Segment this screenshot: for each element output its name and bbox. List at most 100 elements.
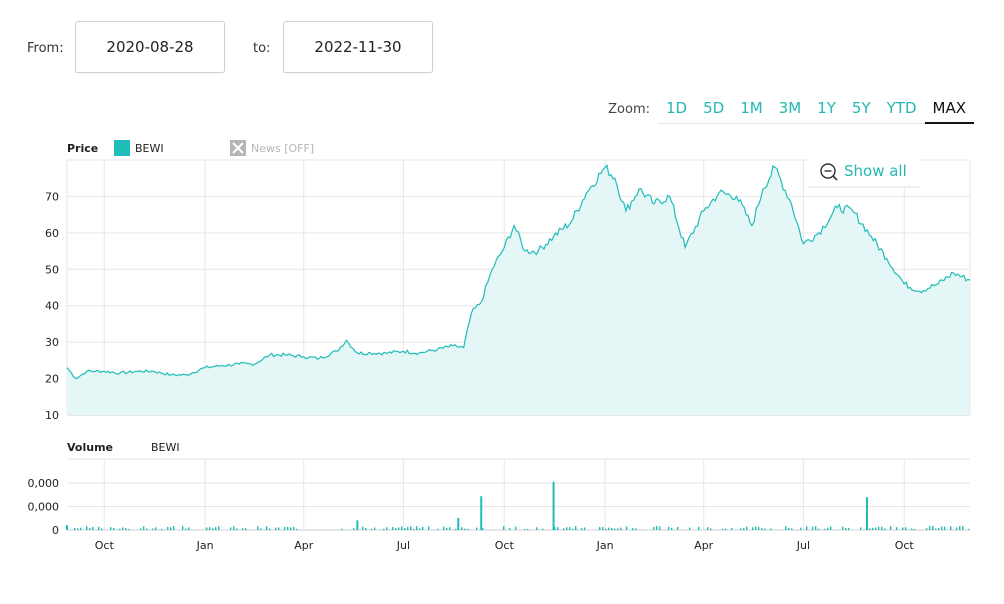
volume-bar-small <box>476 527 478 530</box>
show-all-button[interactable]: Show all <box>809 155 919 188</box>
x-tick-label: Oct <box>95 539 115 552</box>
volume-bar-small <box>602 526 604 530</box>
price-legend-title: Price <box>67 142 98 155</box>
volume-bar-small <box>620 527 622 530</box>
volume-bar-small <box>911 528 913 530</box>
zoom-ytd-button[interactable]: YTD <box>878 94 925 124</box>
volume-bar-small <box>89 527 91 530</box>
volume-bar-small <box>677 526 679 530</box>
volume-bar-small <box>845 528 847 530</box>
zoom-max-button[interactable]: MAX <box>924 94 974 124</box>
bewi-legend-label[interactable]: BEWI <box>135 142 164 155</box>
volume-bar-small <box>515 526 517 530</box>
volume-bar-small <box>443 526 445 530</box>
volume-bar-small <box>464 528 466 530</box>
volume-bar-small <box>374 527 376 530</box>
volume-bar-small <box>959 526 961 530</box>
volume-bar-small <box>74 527 76 530</box>
volume-bar-small <box>710 528 712 530</box>
x-tick-label: Apr <box>694 539 714 552</box>
volume-bar-small <box>671 527 673 530</box>
volume-bar-small <box>398 527 400 530</box>
news-toggle-label[interactable]: News [OFF] <box>251 142 314 155</box>
volume-bar-small <box>527 528 529 530</box>
news-toggle[interactable]: News [OFF] <box>230 140 314 156</box>
volume-bar-small <box>659 526 661 530</box>
volume-bar-small <box>242 528 244 530</box>
volume-bar <box>552 481 555 530</box>
volume-bar-small <box>599 527 601 530</box>
zoom-5d-button[interactable]: 5D <box>695 94 733 124</box>
volume-bar-small <box>401 526 403 530</box>
volume-bar-small <box>605 528 607 530</box>
volume-bar-small <box>233 526 235 530</box>
volume-bar-small <box>167 526 169 530</box>
zoom-5y-button[interactable]: 5Y <box>843 94 879 124</box>
volume-bar-small <box>572 528 574 530</box>
zoom-1m-button[interactable]: 1M <box>732 94 771 124</box>
volume-bar-small <box>824 528 826 530</box>
bewi-legend-swatch[interactable] <box>114 140 130 156</box>
zoom-1y-button[interactable]: 1Y <box>809 94 844 124</box>
volume-bar-small <box>689 527 691 530</box>
volume-bar-small <box>218 526 220 530</box>
volume-bar-small <box>416 526 418 530</box>
volume-bar-small <box>941 526 943 530</box>
volume-bar-small <box>503 526 505 530</box>
to-label: to: <box>253 41 271 56</box>
volume-bar-small <box>437 528 439 530</box>
volume-bar-small <box>428 526 430 530</box>
volume-legend-label: BEWI <box>151 441 180 454</box>
volume-bar-small <box>635 528 637 530</box>
show-all-label[interactable]: Show all <box>844 162 907 180</box>
volume-bar-small <box>740 528 742 530</box>
volume-bar-small <box>926 528 928 530</box>
x-tick-label: Jan <box>196 539 214 552</box>
volume-bar-small <box>365 527 367 530</box>
volume-bar-small <box>902 527 904 530</box>
volume-bar-small <box>152 528 154 530</box>
zoom-3m-button[interactable]: 3M <box>770 94 810 124</box>
volume-bar-small <box>566 527 568 530</box>
from-date-input[interactable]: 2020-08-28 <box>75 21 225 73</box>
volume-bar-small <box>584 527 586 530</box>
volume-bar <box>480 496 483 530</box>
volume-bar-small <box>236 528 238 530</box>
volume-bar-small <box>611 527 613 530</box>
price-ytick-label: 50 <box>45 263 59 276</box>
volume-bar-small <box>113 527 115 530</box>
volume-bar-small <box>140 528 142 530</box>
volume-bar-small <box>155 527 157 530</box>
volume-bar-small <box>143 526 145 530</box>
volume-bar-small <box>455 528 457 530</box>
volume-bar-small <box>77 528 79 530</box>
volume-ytick-label: 0,000 <box>28 501 60 514</box>
volume-bar-small <box>614 528 616 530</box>
volume-y-axis: 0 0,000 0,000 <box>28 477 60 537</box>
volume-bar-small <box>881 526 883 530</box>
volume-bar-small <box>581 528 583 530</box>
volume-bar-small <box>557 527 559 530</box>
volume-bar-small <box>182 526 184 530</box>
volume-bar-small <box>98 526 100 530</box>
price-ytick-label: 20 <box>45 373 59 386</box>
volume-bar-small <box>278 527 280 530</box>
volume-bar-small <box>467 528 469 530</box>
to-date-input[interactable]: 2022-11-30 <box>283 21 433 73</box>
volume-bar-small <box>812 526 814 530</box>
volume-bar-small <box>260 528 262 530</box>
volume-bar-small <box>215 527 217 530</box>
price-area <box>67 165 970 415</box>
volume-bar-small <box>827 527 829 530</box>
volume-bar-small <box>656 526 658 530</box>
volume-bar-small <box>80 527 82 530</box>
volume-bar-small <box>788 527 790 530</box>
x-tick-label: Oct <box>495 539 515 552</box>
volume-bar-small <box>764 528 766 530</box>
volume-bar-small <box>905 527 907 530</box>
volume-bar-small <box>935 528 937 530</box>
zoom-1d-button[interactable]: 1D <box>658 94 696 124</box>
volume-bar-small <box>962 526 964 530</box>
volume-bar-small <box>938 528 940 530</box>
volume-bar-small <box>914 528 916 530</box>
